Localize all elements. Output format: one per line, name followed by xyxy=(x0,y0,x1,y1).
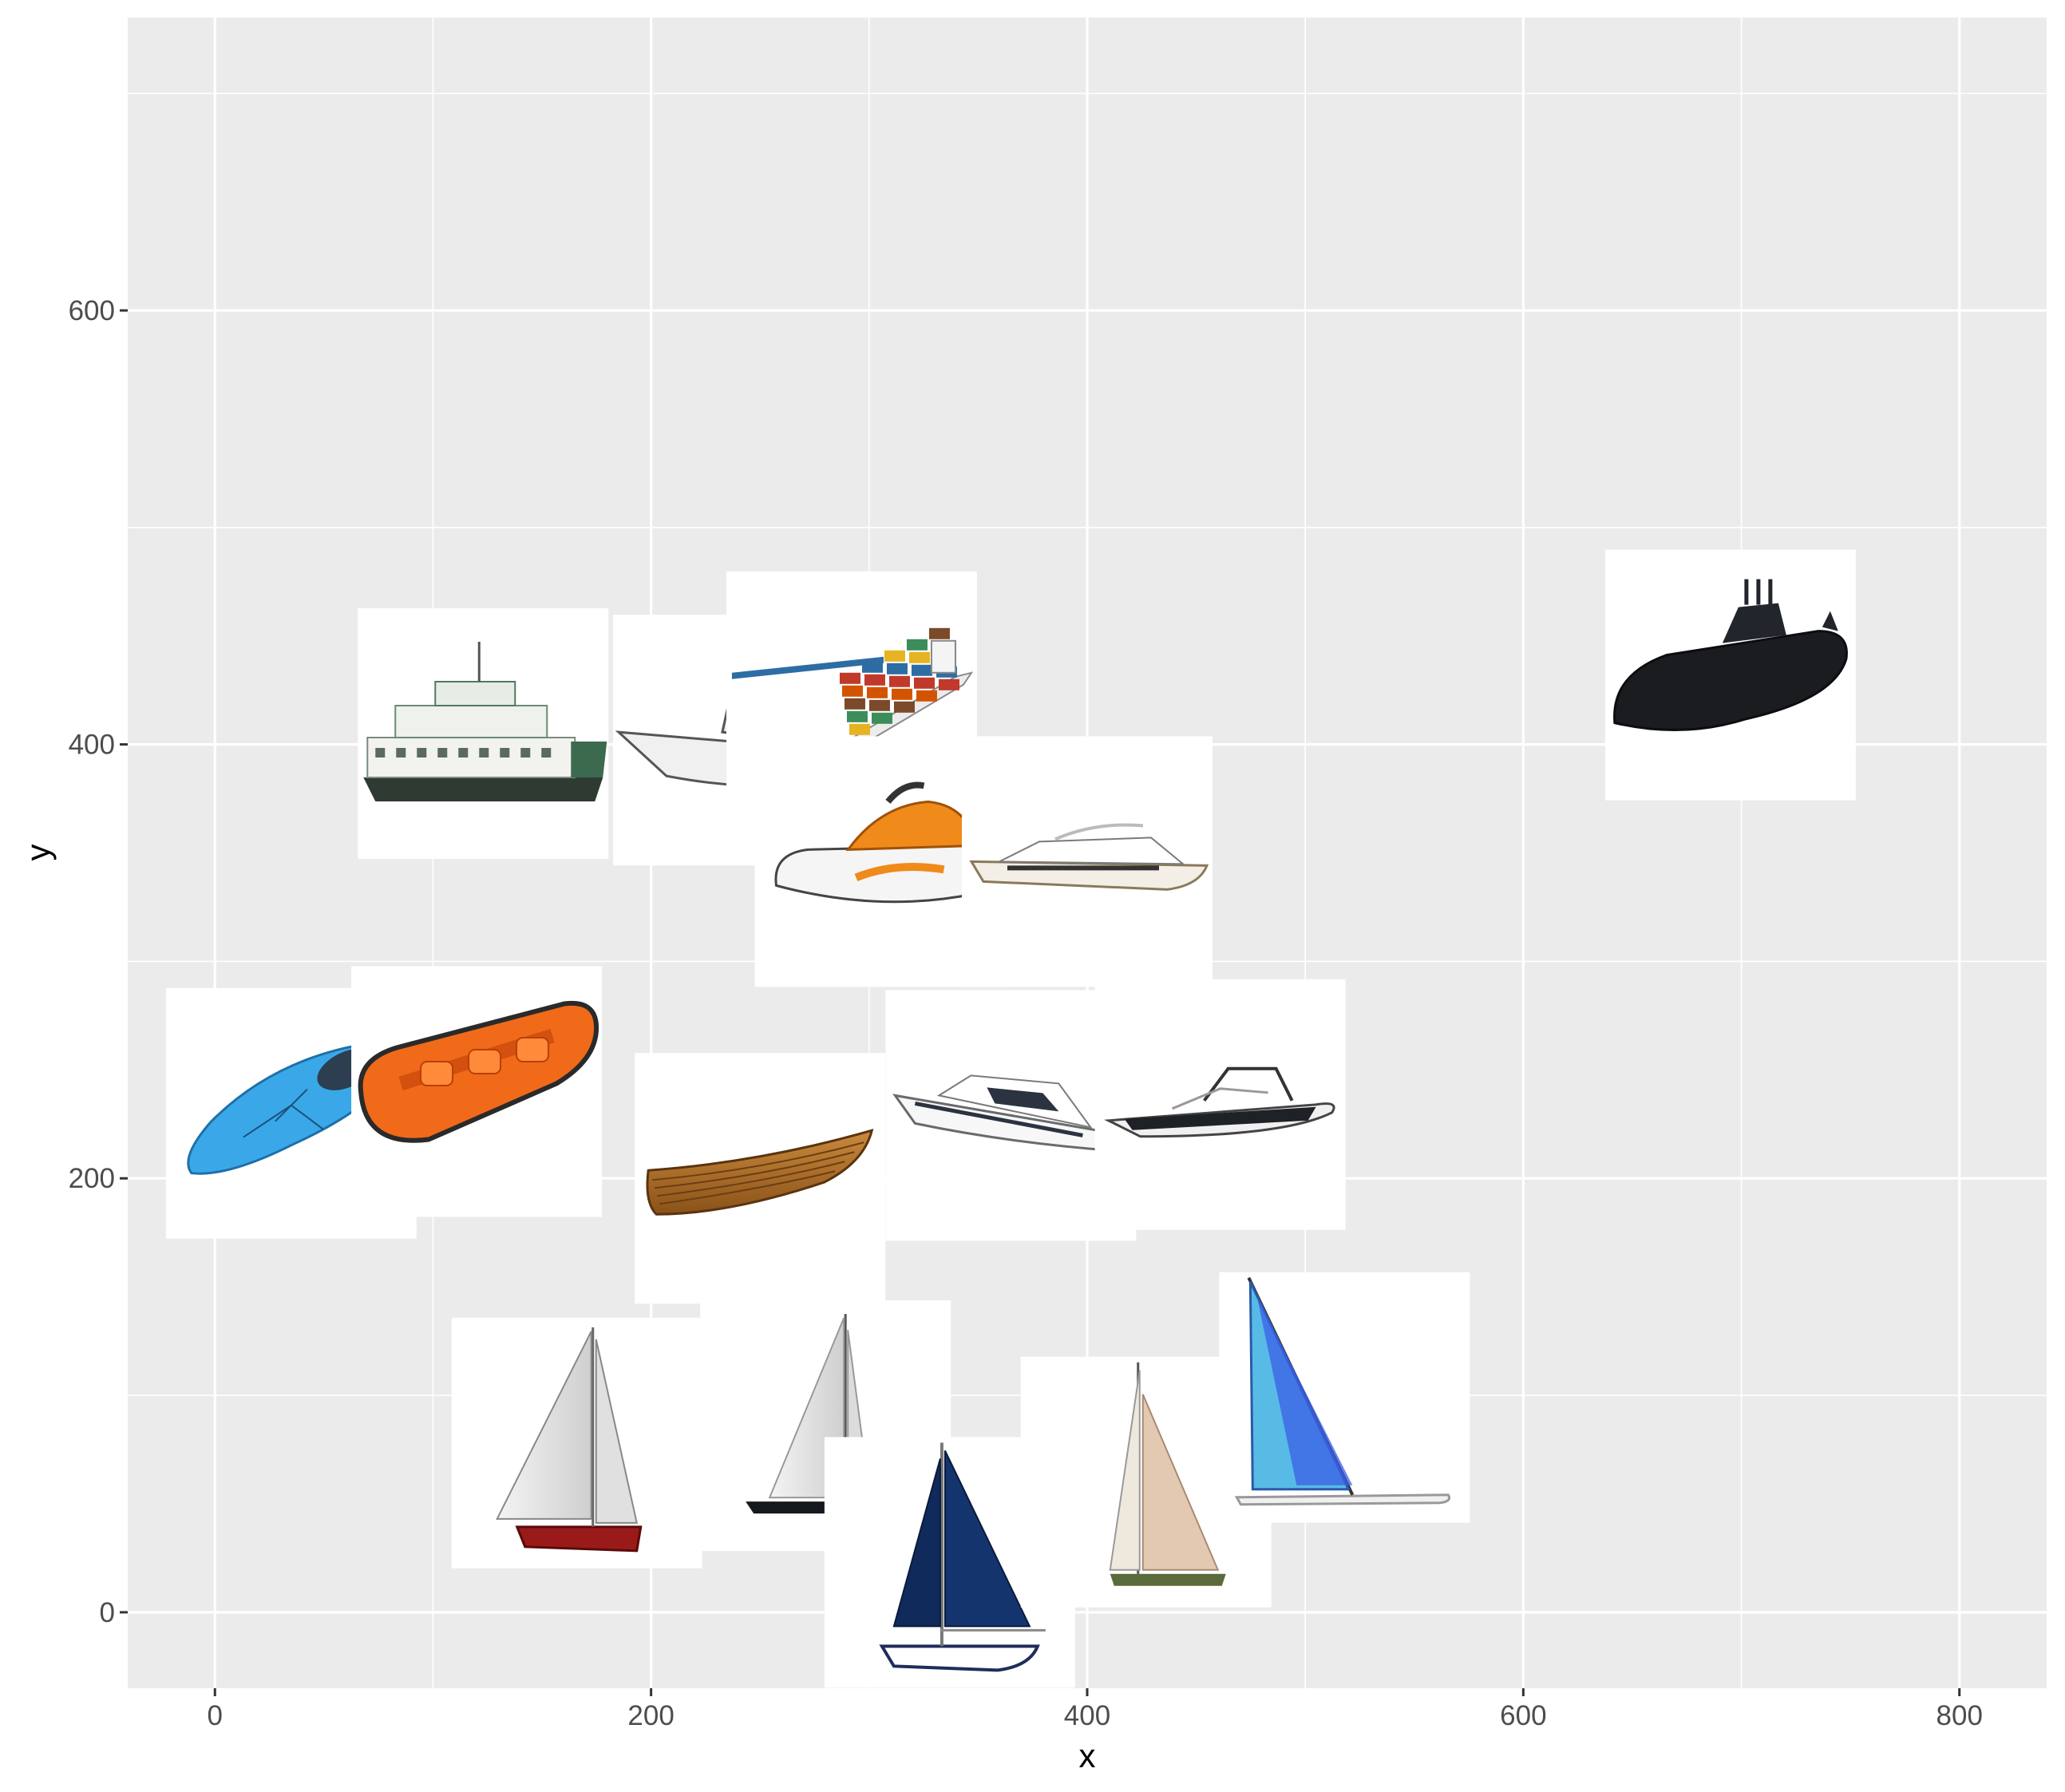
y-tick-label: 200 xyxy=(69,1163,115,1194)
rowboat-icon xyxy=(635,1053,886,1304)
x-tick-label: 200 xyxy=(627,1700,674,1731)
data-points xyxy=(165,549,1856,1688)
x-axis-title: x xyxy=(1079,1737,1096,1774)
y-tick-label: 0 xyxy=(100,1597,115,1628)
motor-yacht-icon xyxy=(962,736,1212,987)
y-tick-label: 600 xyxy=(69,295,115,326)
y-axis: 0 200 400 600 xyxy=(69,295,128,1628)
y-tick-label: 400 xyxy=(69,730,115,761)
x-tick-label: 0 xyxy=(208,1700,223,1731)
submarine-icon xyxy=(1604,549,1856,801)
luxury-yacht-icon xyxy=(885,990,1137,1241)
x-axis: 0 200 400 600 800 xyxy=(208,1688,1983,1731)
speedboat-icon xyxy=(1094,979,1346,1230)
x-tick-label: 800 xyxy=(1936,1700,1983,1731)
inflatable-raft-icon xyxy=(351,966,603,1217)
dinghy-sailboat-icon xyxy=(451,1317,702,1568)
windsurfer-icon xyxy=(1219,1272,1470,1523)
x-tick-label: 600 xyxy=(1500,1700,1546,1731)
x-tick-label: 400 xyxy=(1064,1700,1110,1731)
y-axis-title: y xyxy=(19,845,57,861)
ferry-icon xyxy=(358,608,609,859)
